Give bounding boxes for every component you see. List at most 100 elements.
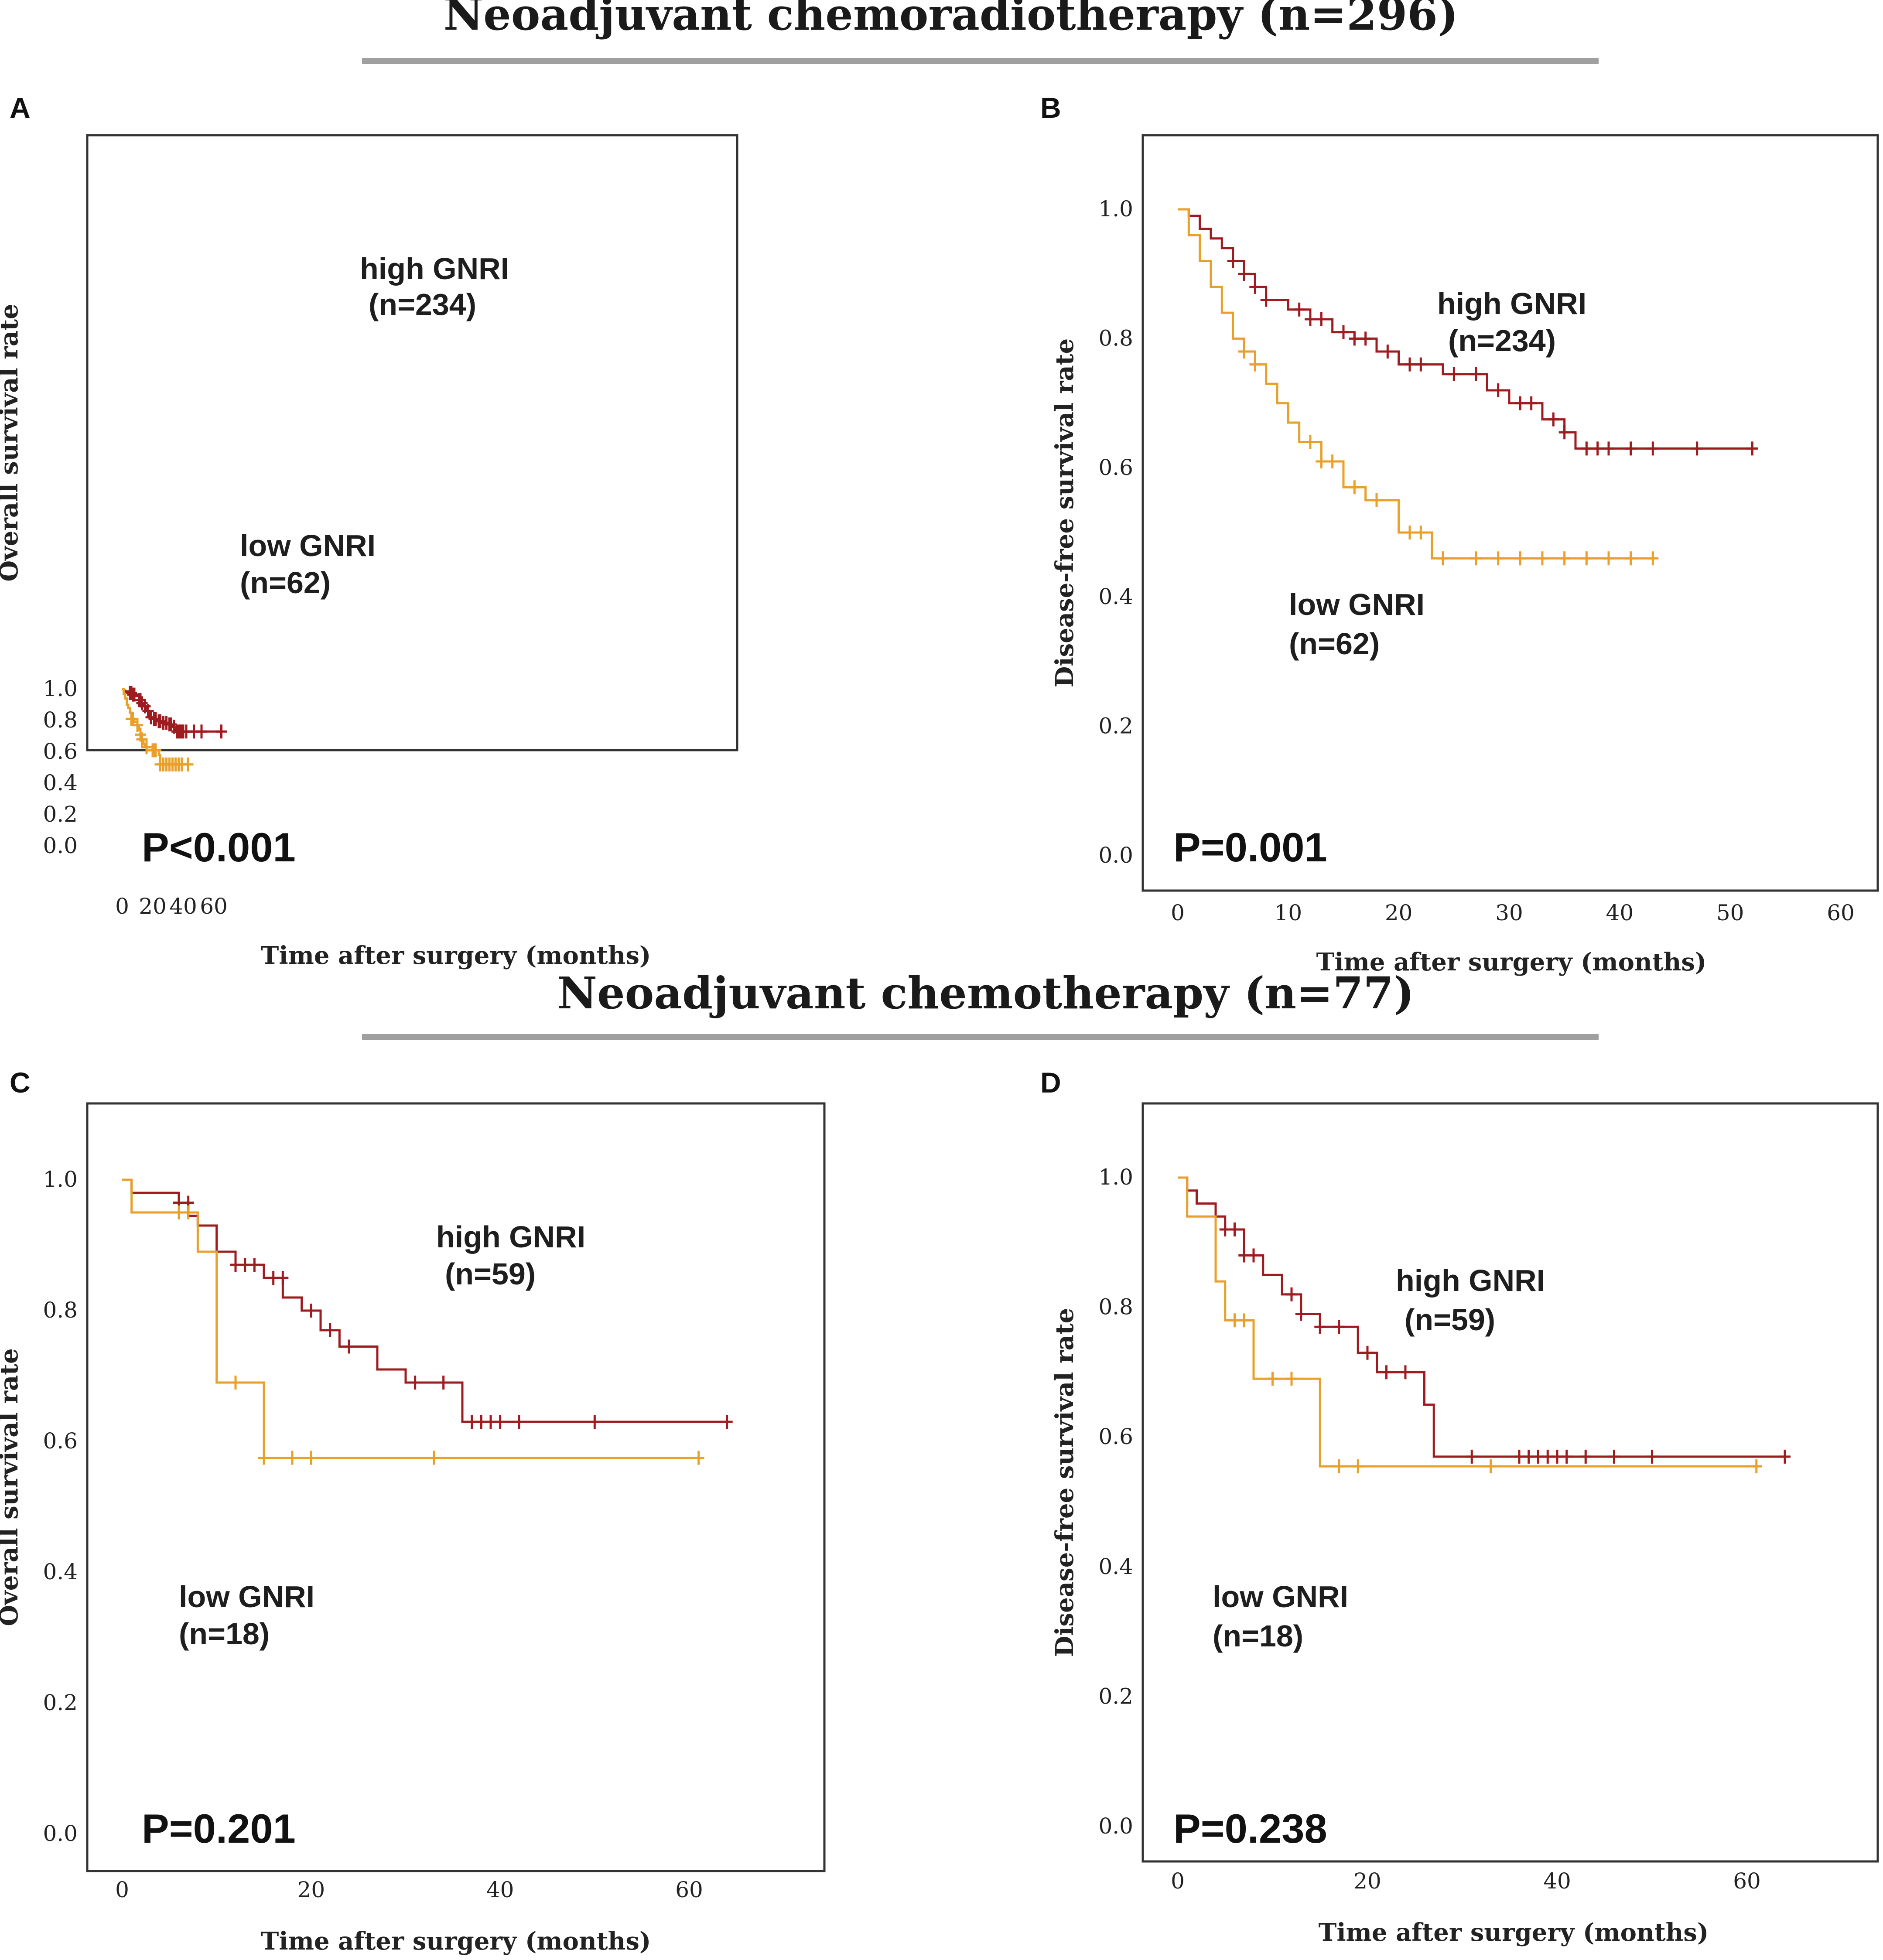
series-high-gnri [122,1178,733,1429]
y-tick-label: 1.0 [43,1167,78,1192]
p-value: P=0.201 [142,1806,296,1851]
p-value: P=0.001 [1173,824,1327,870]
censor-mark [305,1304,317,1318]
censor-mark [1362,1345,1373,1360]
censor-mark [132,718,143,732]
y-tick-label: 0.8 [1098,325,1133,351]
censor-mark [1248,1248,1259,1263]
censor-mark [1625,441,1637,456]
y-tick-label: 0.0 [1098,843,1133,868]
series-high-gnri [122,686,227,739]
censor-mark [1238,345,1250,359]
censor-mark [721,1415,733,1429]
series-low-gnri [122,1178,704,1465]
x-tick-label: 0 [115,1877,129,1902]
censor-mark [1581,441,1593,456]
censor-mark [305,1451,317,1465]
y-tick-label: 0.0 [43,1821,78,1846]
x-tick-label: 40 [1606,900,1634,925]
panel-letter: A [10,92,31,124]
censor-mark [1466,1449,1478,1464]
high-gnri-label: high GNRI [1437,287,1586,321]
censor-mark [494,1415,506,1429]
censor-mark [1470,367,1482,381]
km-plots: A 0.0 0.2 0.4 0.6 0.8 1.0 0 20 40 60 Time after sur… [0,92,1879,1956]
panel-b: B 0.0 0.2 0.4 0.6 0.8 1.0 0 10 20 30 40 50 60 Time aft… [1040,92,1879,977]
x-tick-label: 60 [1827,900,1855,925]
low-gnri-label: low GNRI [1213,1580,1348,1614]
low-gnri-label: low GNRI [240,529,376,563]
panel-d: D 0.0 0.2 0.4 0.6 0.8 1.0 0 20 40 60 Time after sur… [1040,1066,1879,1947]
low-gnri-n-label: (n=18) [1213,1619,1303,1653]
censor-mark [1647,551,1659,566]
y-axis-label: Disease-free survival rate [1050,338,1079,687]
censor-mark [1415,526,1427,540]
censor-mark [1238,267,1250,281]
censor-mark [324,1323,336,1337]
y-tick-label: 0.2 [43,1690,78,1715]
y-tick-label: 0.6 [43,739,78,764]
censor-mark [1286,1287,1297,1301]
series-high-gnri [1178,1176,1791,1464]
x-axis-label: Time after surgery (months) [1319,1918,1709,1947]
censor-mark [1415,357,1427,372]
censor-mark [1592,441,1603,456]
x-tick-label: 60 [675,1877,703,1902]
panel-a: A 0.0 0.2 0.4 0.6 0.8 1.0 0 20 40 60 Time after sur… [0,92,738,970]
panel-letter: C [10,1066,31,1099]
x-tick-label: 0 [1171,1868,1185,1894]
censor-mark [150,743,161,758]
x-tick-label: 0 [115,894,129,919]
y-tick-label: 0.4 [1098,584,1133,609]
y-axis-label: Disease-free survival rate [1050,1308,1079,1657]
censor-mark [1295,1307,1307,1321]
y-tick-label: 0.4 [43,1559,78,1584]
censor-mark [215,724,227,739]
panel-c: C 0.0 0.2 0.4 0.6 0.8 1.0 0 20 40 60 Time after sur… [0,1066,826,1956]
censor-mark [1286,1372,1297,1386]
x-tick-label: 20 [1385,900,1413,925]
censor-mark [1381,1365,1392,1380]
plot-frame [86,1102,826,1872]
x-tick-label: 40 [486,1877,514,1902]
censor-mark [1514,551,1526,566]
censor-mark [1349,480,1360,495]
censor-mark [589,1415,601,1429]
high-gnri-n-label: (n=234) [369,287,476,321]
censor-mark [1532,1449,1544,1464]
censor-mark [141,740,152,755]
censor-mark [1338,325,1349,339]
censor-mark [249,1258,260,1272]
censor-mark [1779,1449,1791,1464]
y-axis-label: Overall survival rate [0,304,24,581]
x-tick-label: 60 [200,894,228,919]
censor-mark [1603,441,1614,456]
x-tick-label: 20 [1353,1868,1381,1894]
y-tick-label: 0.4 [43,770,78,796]
censor-mark [1260,293,1272,307]
x-tick-label: 20 [139,894,167,919]
survival-curve-low [1178,1176,1757,1468]
y-tick-label: 0.2 [1098,714,1133,739]
censor-mark [693,1451,704,1465]
censor-mark [1238,1313,1250,1328]
censor-mark [513,1415,525,1429]
censor-mark [1492,383,1504,397]
series-high-gnri [1178,208,1758,456]
y-tick-label: 1.0 [43,676,78,701]
y-tick-label: 0.8 [43,1298,78,1323]
censor-mark [1314,1320,1326,1334]
censor-mark [1561,1449,1572,1464]
y-tick-label: 0.0 [43,833,78,858]
censor-mark [1625,551,1637,566]
censor-mark [1470,551,1482,566]
censor-mark [1525,396,1537,410]
y-tick-label: 0.2 [43,802,78,827]
censor-mark [1227,254,1239,268]
censor-mark [1548,412,1559,427]
low-gnri-n-label: (n=18) [179,1617,270,1651]
censor-mark [1691,441,1703,456]
censor-mark [1646,1449,1658,1464]
censor-mark [1514,396,1526,410]
